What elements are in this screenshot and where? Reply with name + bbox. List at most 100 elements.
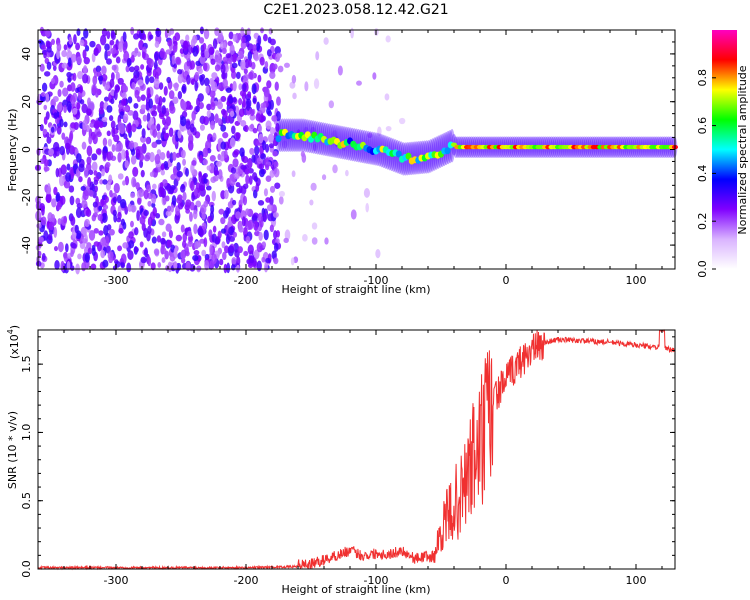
- spectrogram-cell: [107, 151, 114, 161]
- spectrogram-cell: [65, 243, 69, 253]
- spectrogram-cell: [238, 220, 243, 231]
- spectrogram-cell: [86, 156, 92, 165]
- colorbar-label: Normalized spectral amplitude: [736, 65, 749, 234]
- spectrogram-cell: [269, 38, 276, 46]
- spectrogram-cell: [71, 53, 77, 63]
- spectrogram-cell: [221, 72, 226, 80]
- spectrogram-cell: [194, 80, 199, 92]
- spectrogram-cell: [166, 76, 172, 84]
- snr-y-ticks: 0.0 0.5 1.0 1.5: [20, 336, 675, 578]
- spectrogram-cell: [59, 118, 64, 128]
- spectrogram-cell: [258, 168, 265, 178]
- spectrogram-cell: [151, 202, 156, 208]
- spectrogram-cell: [60, 195, 66, 205]
- spectrogram-cell: [104, 49, 108, 61]
- spectrogram-cell: [240, 26, 245, 37]
- spectrogram-cell: [50, 38, 55, 45]
- spectrogram-cell: [43, 116, 48, 125]
- spectrogram-cell: [170, 204, 175, 213]
- spectrogram-cell: [111, 144, 116, 153]
- y-tick-label: 20: [20, 95, 33, 109]
- spectrogram-cell: [50, 78, 56, 85]
- spectrogram-cell: [53, 246, 59, 252]
- spectrogram-cell: [137, 197, 142, 205]
- spectrogram-cell: [212, 38, 218, 50]
- colorbar-tick-label: 0.4: [696, 165, 709, 183]
- spectrogram-cell: [68, 185, 75, 193]
- spectrogram-cell: [57, 88, 62, 98]
- spectrogram-cell: [91, 84, 97, 96]
- spectrogram-cell: [67, 76, 72, 83]
- spectrogram-cell: [79, 85, 84, 94]
- spectrogram-cell: [194, 71, 200, 81]
- spectrogram-cell: [123, 113, 129, 123]
- spectrogram-cell: [122, 180, 126, 186]
- snr-series-line: [37, 329, 675, 571]
- spectrogram-cell: [126, 262, 132, 273]
- x-tick-label: 0: [503, 574, 510, 587]
- spectrogram-cell: [53, 186, 58, 196]
- spectrogram-cell: [243, 73, 250, 81]
- spectrogram-cell: [108, 228, 115, 236]
- spectrogram-cell: [165, 223, 172, 232]
- spectrogram-cell: [312, 143, 317, 152]
- spectrogram-cell: [75, 42, 81, 51]
- spectrogram-cell: [261, 256, 266, 263]
- spectrogram-cell: [363, 188, 371, 198]
- spectrogram-cell: [269, 185, 276, 193]
- spectrogram-cell: [106, 105, 113, 113]
- spectrogram-cell: [291, 170, 296, 178]
- spectrogram-cell: [167, 39, 172, 47]
- spectrogram-cell: [150, 262, 156, 271]
- spectrogram-cell: [247, 71, 254, 80]
- spectrogram-cell: [187, 240, 193, 247]
- spectrogram-cell: [89, 181, 94, 191]
- spectrogram-cell: [168, 229, 173, 239]
- spectrogram-cell: [206, 110, 212, 118]
- spectrogram-cell: [184, 250, 190, 257]
- spectrogram-cell: [267, 110, 272, 117]
- spectrogram-cell: [256, 260, 262, 272]
- y-tick-label: 0.5: [20, 492, 33, 510]
- y-tick-label: -40: [20, 236, 33, 254]
- spectrogram-cell: [189, 60, 196, 70]
- spectrogram-cell: [76, 102, 81, 110]
- spectrogram-cell: [228, 226, 235, 236]
- spectrogram-cell: [149, 34, 154, 40]
- spectrogram-cell: [249, 255, 255, 264]
- spectrogram-cell: [311, 237, 318, 245]
- spectrogram-cell: [219, 155, 225, 162]
- spectrogram-cell: [98, 230, 104, 236]
- spectrogram-band-halo: [275, 118, 282, 152]
- snr-y-label: SNR (10 * v/v): [6, 411, 19, 489]
- spectrogram-cell: [176, 197, 183, 204]
- spectrogram-cell: [202, 42, 207, 51]
- spectrogram-cell: [206, 103, 212, 111]
- spectrogram-cell: [195, 200, 202, 208]
- spectrogram-cell: [121, 98, 127, 106]
- spectrogram-cell: [82, 65, 88, 74]
- spectrogram-cell: [165, 49, 172, 55]
- spectrogram-cell: [50, 213, 56, 223]
- spectrogram-cell: [63, 44, 68, 51]
- spectrogram-cell: [160, 169, 166, 176]
- spectrogram-cell: [141, 51, 146, 59]
- spectrogram-cell: [83, 57, 90, 65]
- spectrogram-cell: [153, 60, 158, 70]
- spectrogram-cell: [61, 50, 68, 58]
- spectrogram-cell: [130, 54, 135, 63]
- spectrogram-cell: [274, 81, 279, 91]
- spectrogram-cell: [350, 27, 354, 39]
- spectrogram-cell: [62, 87, 69, 97]
- spectrogram-cell: [278, 196, 284, 205]
- spectrogram-cell: [68, 36, 73, 45]
- spectrogram-cell: [255, 113, 262, 122]
- spectrogram-cell: [78, 176, 83, 183]
- x-tick-label: -200: [234, 574, 259, 587]
- spectrogram-cell: [87, 247, 93, 255]
- spectrogram-cell: [105, 181, 111, 191]
- spectrogram-cell: [171, 195, 177, 206]
- spectrogram-cell: [185, 34, 190, 42]
- spectrogram-cell: [106, 224, 112, 231]
- spectrogram-cell: [160, 247, 167, 255]
